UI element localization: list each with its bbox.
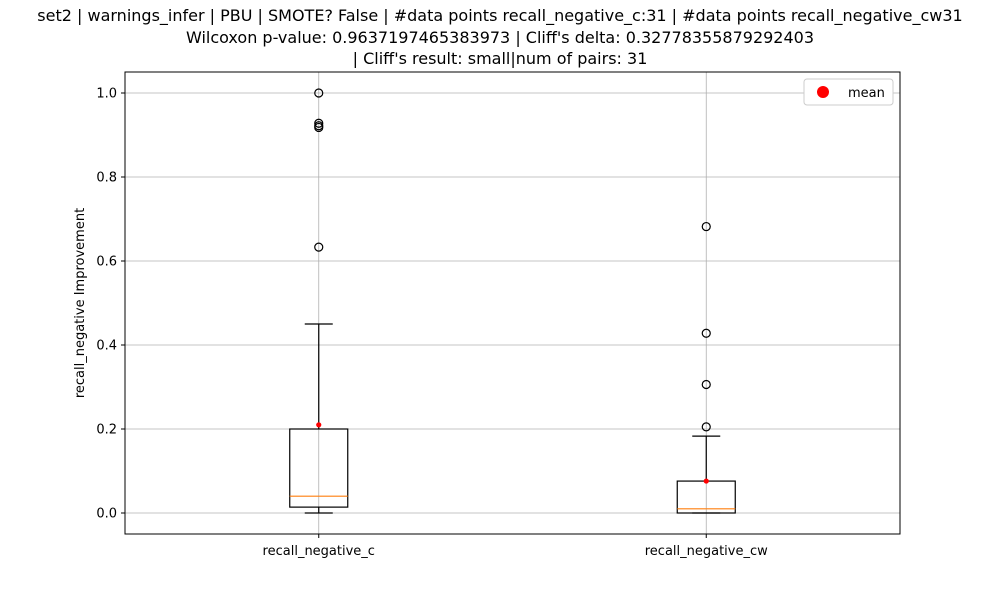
y-tick-label: 0.6: [96, 255, 117, 270]
box-group-recall-negative-c: [289, 88, 349, 514]
legend: mean: [803, 78, 894, 106]
outlier-point: [701, 328, 711, 338]
legend-box: [803, 78, 894, 106]
plot-frame: [124, 71, 901, 535]
y-axis-label: recall_negative Improvement: [73, 208, 88, 398]
y-tick-label: 0.0: [96, 507, 117, 522]
outlier-point: [314, 242, 324, 252]
y-tick-label: 0.2: [96, 423, 117, 438]
outlier-point: [701, 379, 711, 390]
box-group-recall-negative-cw: [676, 221, 736, 514]
legend-mean-marker: [817, 86, 829, 98]
mean-marker: [703, 478, 709, 484]
chart-title-line-2: Wilcoxon p-value: 0.9637197465383973 | C…: [185, 28, 815, 47]
outlier-point: [314, 118, 324, 128]
x-tick-label: recall_negative_c: [263, 544, 375, 559]
mean-marker: [316, 422, 322, 428]
outlier-point: [701, 221, 711, 232]
x-tick-label: recall_negative_cw: [645, 544, 768, 559]
chart-title-line-3: | Cliff's result: small|num of pairs: 31: [352, 49, 648, 68]
outlier-point: [314, 121, 324, 131]
iqr-box: [289, 428, 349, 508]
y-tick-label: 0.8: [96, 171, 117, 186]
y-tick-label: 1.0: [96, 87, 117, 102]
y-tick-label: 0.4: [96, 339, 117, 354]
legend-label-mean: mean: [848, 86, 885, 101]
chart-title-line-1: set2 | warnings_infer | PBU | SMOTE? Fal…: [37, 6, 963, 25]
outlier-point: [701, 422, 711, 432]
outlier-point: [314, 88, 324, 98]
